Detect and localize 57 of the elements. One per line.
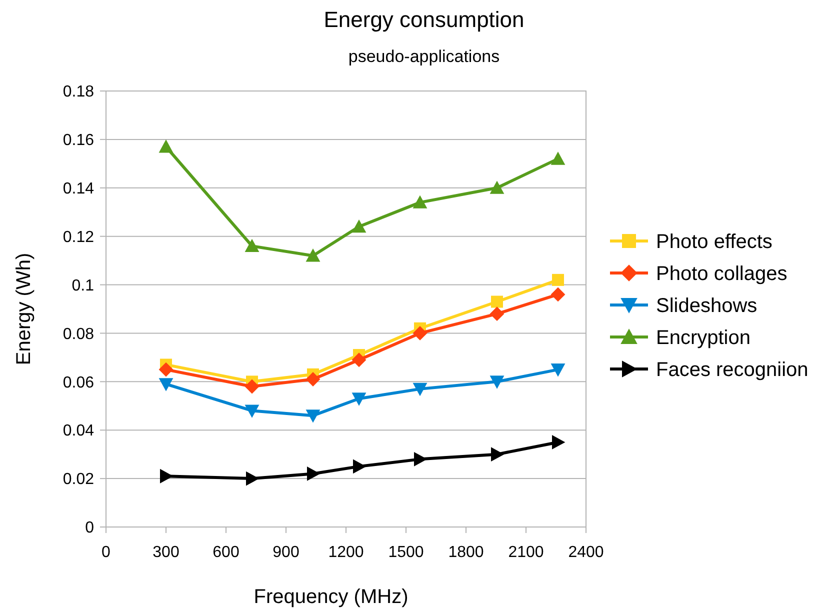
x-tick-label: 2100 (508, 544, 544, 561)
point (244, 404, 260, 418)
point (352, 392, 366, 406)
point (490, 180, 504, 194)
point (244, 238, 260, 252)
point (550, 364, 566, 377)
point (414, 452, 428, 466)
point (158, 140, 174, 153)
x-tick-label: 900 (272, 544, 300, 561)
point (490, 376, 504, 389)
legend-label: Slideshows (656, 295, 758, 317)
x-tick-label: 300 (152, 544, 180, 561)
point (412, 195, 428, 208)
point (352, 219, 366, 233)
point (244, 379, 260, 394)
point (158, 362, 174, 377)
point (552, 274, 564, 286)
legend-label: Photo effects (656, 231, 772, 253)
point (550, 287, 566, 302)
y-tick-label: 0.04 (62, 422, 94, 440)
x-tick-label: 600 (212, 544, 240, 561)
y-tick-label: 0.02 (62, 471, 94, 488)
point (491, 447, 504, 462)
point (306, 410, 320, 423)
point (246, 471, 260, 486)
x-tick-label: 1500 (388, 544, 424, 561)
y-tick-label: 0.06 (62, 374, 94, 392)
point (307, 466, 320, 481)
y-axis-title: Energy (Wh) (13, 252, 35, 366)
y-tick-label: 0.1 (72, 277, 94, 294)
point (550, 152, 566, 165)
point (352, 352, 366, 368)
x-tick-label: 1200 (328, 544, 364, 561)
point (353, 459, 366, 474)
point (412, 382, 428, 396)
y-tick-label: 0.08 (62, 326, 94, 343)
x-tick-label: 1800 (448, 544, 484, 561)
legend-label: Faces recogniion (656, 359, 808, 381)
y-tick-label: 0.12 (62, 228, 94, 246)
point (491, 296, 503, 308)
x-axis-title: Frequency (MHz) (254, 586, 408, 608)
point (306, 248, 320, 262)
point (306, 372, 320, 386)
point (490, 306, 504, 322)
y-tick-label: 0.18 (62, 84, 94, 101)
y-tick-label: 0.16 (62, 132, 94, 150)
legend-label: Encryption (656, 327, 750, 349)
y-tick-label: 0.14 (62, 180, 94, 198)
point (552, 435, 566, 450)
point (412, 326, 428, 340)
chart-subtitle: pseudo-applications (348, 47, 500, 66)
x-tick-label: 0 (102, 544, 111, 561)
point (158, 378, 174, 392)
x-tick-label: 2400 (568, 544, 604, 561)
chart-title: Energy consumption (324, 7, 524, 32)
y-tick-label: 0 (85, 520, 94, 537)
legend-label: Photo collages (656, 263, 788, 285)
